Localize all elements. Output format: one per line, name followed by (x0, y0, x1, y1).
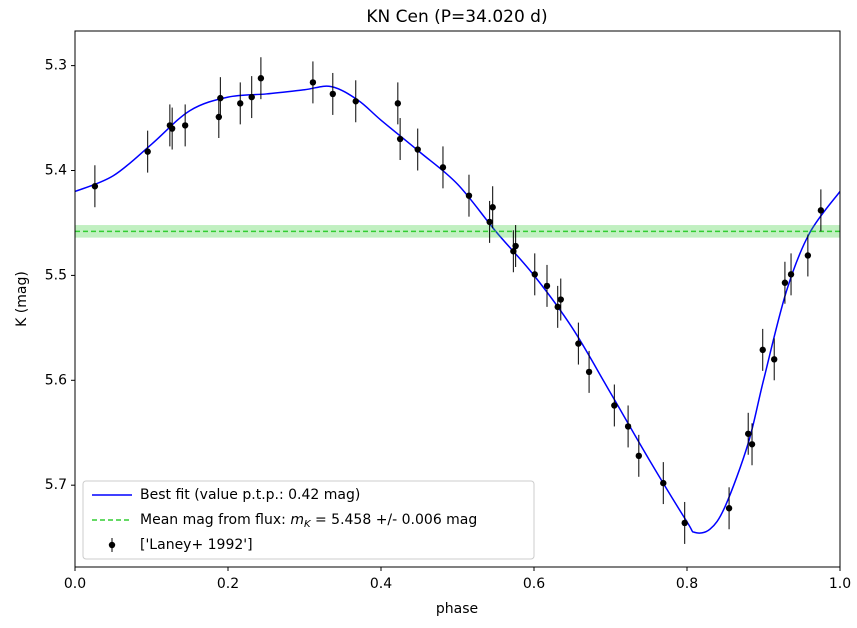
plot-area (75, 57, 840, 544)
data-point (237, 100, 244, 107)
legend-box (82, 480, 535, 560)
data-point (91, 183, 99, 190)
data-point (804, 252, 812, 259)
data-point (396, 135, 404, 143)
x-tick-label: 1.0 (829, 576, 851, 592)
data-point (394, 100, 402, 107)
data-point (329, 90, 337, 98)
x-axis-label: phase (436, 601, 478, 617)
x-tick-label: 0.4 (370, 576, 392, 592)
data-point (257, 75, 265, 82)
x-tick-label: 0.0 (64, 576, 86, 592)
x-tick-label: 0.8 (676, 576, 698, 592)
data-point (781, 279, 789, 286)
legend-label: Best fit (value p.t.p.: 0.42 mag) (140, 487, 360, 503)
data-point (144, 148, 151, 155)
legend-handle (108, 541, 116, 549)
data-point (771, 356, 778, 363)
y-tick-label: 5.5 (45, 267, 67, 283)
legend-label-part: Mean mag from flux: (140, 512, 290, 528)
data-point (575, 340, 582, 347)
chart-title: KN Cen (P=34.020 d) (366, 7, 547, 27)
data-point (557, 296, 564, 303)
y-tick-label: 5.6 (45, 372, 67, 388)
data-point (439, 164, 447, 171)
data-point (489, 204, 496, 211)
x-tick-label: 0.6 (523, 576, 545, 592)
data-point (745, 430, 752, 437)
data-point (585, 368, 593, 376)
data-point (554, 303, 561, 311)
data-point (543, 282, 551, 290)
data-point (531, 271, 538, 278)
fit-line (75, 85, 840, 534)
data-point (624, 423, 632, 430)
y-tick-label: 5.7 (45, 477, 67, 493)
data-point (725, 505, 733, 512)
legend-label-part: m (290, 512, 304, 528)
data-point (217, 94, 224, 102)
legend-label: Mean mag from flux: mK = 5.458 +/- 0.006… (140, 512, 477, 530)
data-point (611, 402, 618, 409)
plot-frame (74, 30, 841, 568)
data-point (486, 218, 493, 226)
mean-band (75, 225, 840, 238)
y-axis-label: K (mag) (14, 271, 30, 327)
legend-label-part: = 5.458 +/- 0.006 mag (311, 512, 478, 528)
data-point (168, 125, 176, 132)
data-point (510, 248, 517, 255)
data-point (414, 146, 421, 153)
data-point (215, 113, 223, 121)
data-point (748, 441, 756, 448)
y-tick-label: 5.4 (45, 163, 67, 179)
data-point (660, 479, 667, 487)
data-point (681, 519, 688, 527)
x-tick-label: 0.2 (217, 576, 239, 592)
data-point (309, 79, 317, 86)
data-point (635, 452, 643, 460)
data-point (817, 207, 825, 214)
y-tick-label: 5.3 (45, 58, 67, 74)
data-point (512, 242, 519, 250)
data-point (787, 271, 795, 278)
data-point (248, 93, 255, 101)
data-point (181, 122, 189, 129)
legend-label-part: K (304, 519, 312, 530)
data-point (352, 98, 359, 105)
legend-label: ['Laney+ 1992'] (140, 537, 253, 553)
data-point (465, 192, 473, 199)
data-point (759, 346, 766, 354)
